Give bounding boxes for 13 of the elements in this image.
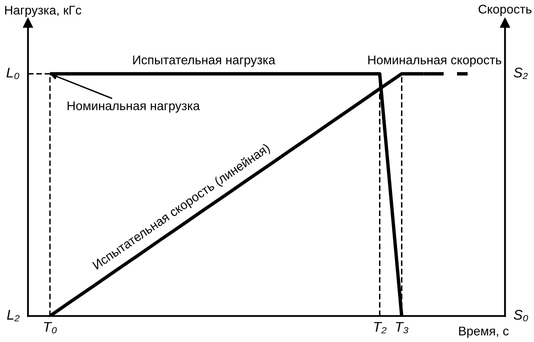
text: S₂ [514, 68, 528, 80]
y-axis-title: Нагрузка, кГс [5, 6, 82, 18]
text: L₂ [7, 310, 20, 322]
annotation: Номинальная нагрузка [68, 101, 200, 113]
x-tick-label: T₀ [44, 322, 57, 334]
x-tick-label: T₃ [396, 322, 408, 334]
y2-axis-title: Скорость [478, 4, 532, 16]
x-axis-title: Время, с [459, 326, 509, 338]
x-tick-label: T₂ [374, 322, 386, 334]
text: L₀ [6, 68, 20, 80]
series-label: Испытательная нагрузка [133, 56, 276, 67]
series-label: Номинальная скорость [368, 56, 502, 67]
text: S₀ [514, 310, 528, 322]
